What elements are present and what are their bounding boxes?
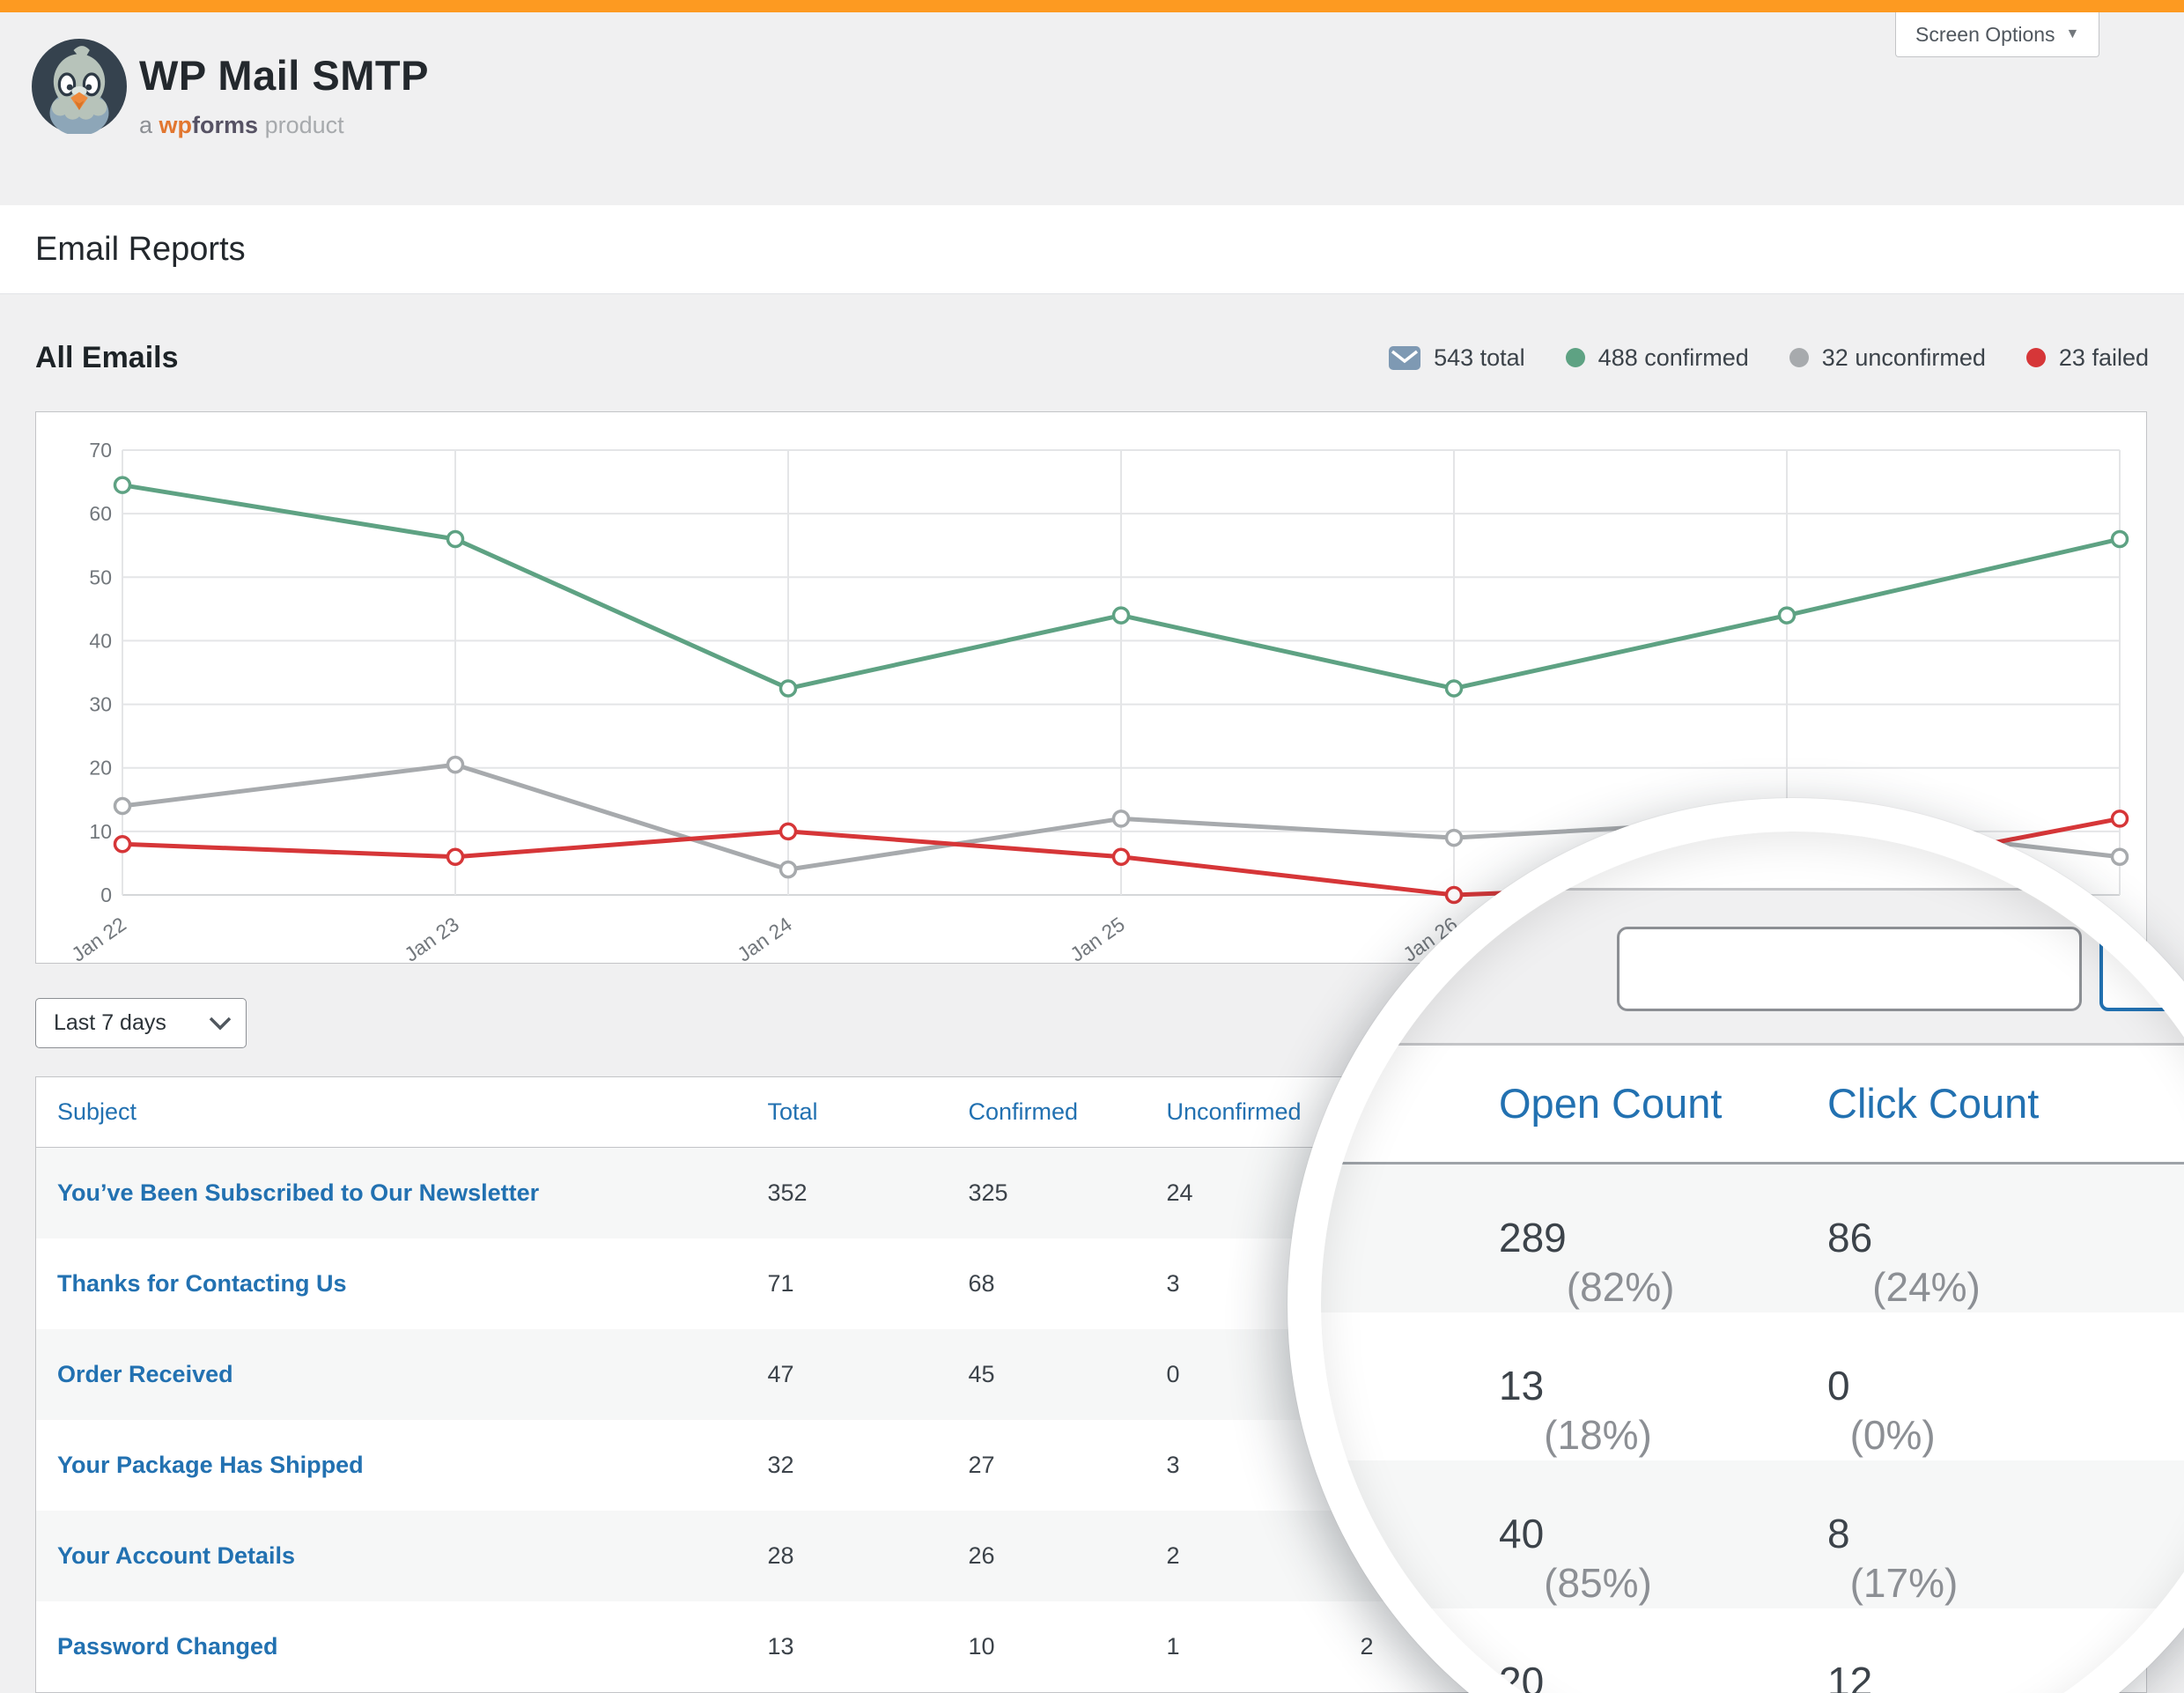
confirmed-cell: 325: [968, 1179, 1008, 1206]
unconfirmed-cell: 3: [1166, 1270, 1180, 1297]
magnified-open-count-value: 40 (85%): [1499, 1511, 1652, 1606]
confirmed-cell: 45: [968, 1361, 995, 1387]
column-header-subject[interactable]: Subject: [35, 1076, 768, 1148]
unconfirmed-cell: 1: [1166, 1633, 1180, 1660]
svg-text:Jan 24: Jan 24: [733, 913, 796, 963]
tagline-prefix: a: [139, 112, 153, 138]
unconfirmed-cell: 24: [1166, 1179, 1193, 1206]
magnified-chart-bottom: [1321, 832, 2184, 891]
date-range-value: Last 7 days: [54, 1010, 166, 1035]
svg-text:Jan 22: Jan 22: [67, 913, 129, 963]
legend-label: 23 failed: [2058, 344, 2149, 371]
legend-dot-icon: [1789, 348, 1809, 367]
confirmed-cell: 68: [968, 1270, 995, 1297]
magnified-open-count-value: 13 (18%): [1499, 1363, 1652, 1458]
section-title: All Emails: [35, 340, 179, 374]
magnified-table-row: 20 (62%) 12 (38%): [1321, 1608, 2184, 1693]
failed-cell: 2: [1360, 1633, 1374, 1660]
legend-dot-icon: [1565, 348, 1585, 367]
email-subject-link[interactable]: Your Account Details: [57, 1542, 296, 1569]
page-title-band: Email Reports: [0, 205, 2184, 294]
magnifier-overlay: Open Count Click Count 289 (82%) 86 (24%)…: [1288, 798, 2184, 1693]
unconfirmed-cell: 0: [1166, 1361, 1180, 1387]
magnified-table-header: Open Count Click Count: [1321, 1046, 2184, 1164]
wp-mail-smtp-pigeon-logo-icon: [32, 39, 127, 134]
email-subject-link[interactable]: Order Received: [57, 1361, 233, 1387]
tagline-product: product: [264, 112, 344, 138]
legend-label: 488 confirmed: [1597, 344, 1749, 371]
column-header-total[interactable]: Total: [767, 1076, 969, 1148]
unconfirmed-cell: 2: [1166, 1542, 1180, 1569]
screen-options-label: Screen Options: [1915, 22, 2055, 46]
all-emails-section-header: All Emails 543 total 488 confirmed 32 unco…: [35, 333, 2149, 382]
magnified-open-count-value: 289 (82%): [1499, 1215, 1675, 1310]
svg-text:0: 0: [100, 883, 112, 906]
open-count-column-header: Open Count: [1499, 1080, 1723, 1127]
app-title: WP Mail SMTP: [139, 52, 429, 99]
legend-label: 32 unconfirmed: [1821, 344, 1986, 371]
legend-dot-icon: [2025, 348, 2046, 367]
total-cell: 71: [767, 1270, 794, 1297]
brand-block: WP Mail SMTP a wpforms product: [139, 51, 429, 139]
magnified-click-count-value: 86 (24%): [1827, 1215, 1981, 1310]
magnified-table-row: 289 (82%) 86 (24%): [1321, 1164, 2184, 1312]
svg-text:30: 30: [89, 693, 112, 716]
screen-options-button[interactable]: Screen Options ▼: [1895, 12, 2100, 57]
legend-item: 488 confirmed: [1565, 344, 1749, 372]
total-cell: 352: [767, 1179, 808, 1206]
chart-legend: 543 total 488 confirmed 32 unconfirmed 23 f…: [1389, 344, 2149, 372]
magnified-click-count-value: 8 (17%): [1827, 1511, 1959, 1606]
svg-text:50: 50: [89, 566, 112, 588]
brand-tagline: a wpforms product: [139, 112, 429, 139]
magnified-search-input: [1617, 927, 2082, 1011]
svg-text:60: 60: [89, 502, 112, 525]
svg-text:10: 10: [89, 820, 112, 843]
tagline-forms: forms: [192, 112, 259, 138]
chevron-down-icon: ▼: [2065, 26, 2080, 41]
confirmed-cell: 10: [968, 1633, 995, 1660]
email-subject-link[interactable]: You’ve Been Subscribed to Our Newsletter: [57, 1179, 540, 1206]
total-cell: 32: [767, 1452, 794, 1478]
magnified-table-row: 40 (85%) 8 (17%): [1321, 1460, 2184, 1608]
magnified-click-count-value: 12 (38%): [1827, 1659, 1873, 1693]
svg-text:70: 70: [89, 439, 112, 462]
email-subject-link[interactable]: Your Package Has Shipped: [57, 1452, 364, 1478]
date-range-select[interactable]: Last 7 days: [35, 998, 247, 1048]
magnifier-content: Open Count Click Count 289 (82%) 86 (24%)…: [1321, 832, 2184, 1693]
svg-text:Jan 23: Jan 23: [400, 913, 462, 963]
magnified-open-count-value: 20 (62%): [1499, 1659, 1545, 1693]
total-cell: 28: [767, 1542, 794, 1569]
confirmed-cell: 26: [968, 1542, 995, 1569]
legend-item: 23 failed: [2025, 344, 2149, 372]
magnified-table-rows: 289 (82%) 86 (24%) 13 (18%) 0 (0%) 40 (85%) 8…: [1321, 1164, 2184, 1693]
confirmed-cell: 27: [968, 1452, 995, 1478]
svg-text:20: 20: [89, 757, 112, 780]
email-subject-link[interactable]: Thanks for Contacting Us: [57, 1270, 347, 1297]
magnified-click-count-value: 0 (0%): [1827, 1363, 1936, 1458]
legend-item: 32 unconfirmed: [1789, 344, 1986, 372]
total-cell: 47: [767, 1361, 794, 1387]
click-count-column-header: Click Count: [1827, 1080, 2040, 1127]
table-row: Password Changed 13 10 1 2: [36, 1601, 2147, 1693]
email-subject-link[interactable]: Password Changed: [57, 1633, 278, 1660]
magnified-search-button: [2099, 927, 2184, 1011]
legend-label: 543 total: [1434, 344, 1525, 371]
tagline-wp: wp: [159, 112, 193, 138]
legend-item: 543 total: [1389, 344, 1525, 372]
column-header-confirmed[interactable]: Confirmed: [968, 1076, 1167, 1148]
magnified-table-row: 13 (18%) 0 (0%): [1321, 1312, 2184, 1460]
top-accent-bar: [0, 0, 2184, 12]
chevron-down-icon: [209, 1017, 232, 1030]
page-title: Email Reports: [35, 230, 246, 268]
unconfirmed-cell: 3: [1166, 1452, 1180, 1478]
svg-text:Jan 25: Jan 25: [1066, 913, 1128, 963]
svg-text:40: 40: [89, 629, 112, 652]
envelope-icon: [1389, 345, 1421, 370]
total-cell: 13: [767, 1633, 794, 1660]
